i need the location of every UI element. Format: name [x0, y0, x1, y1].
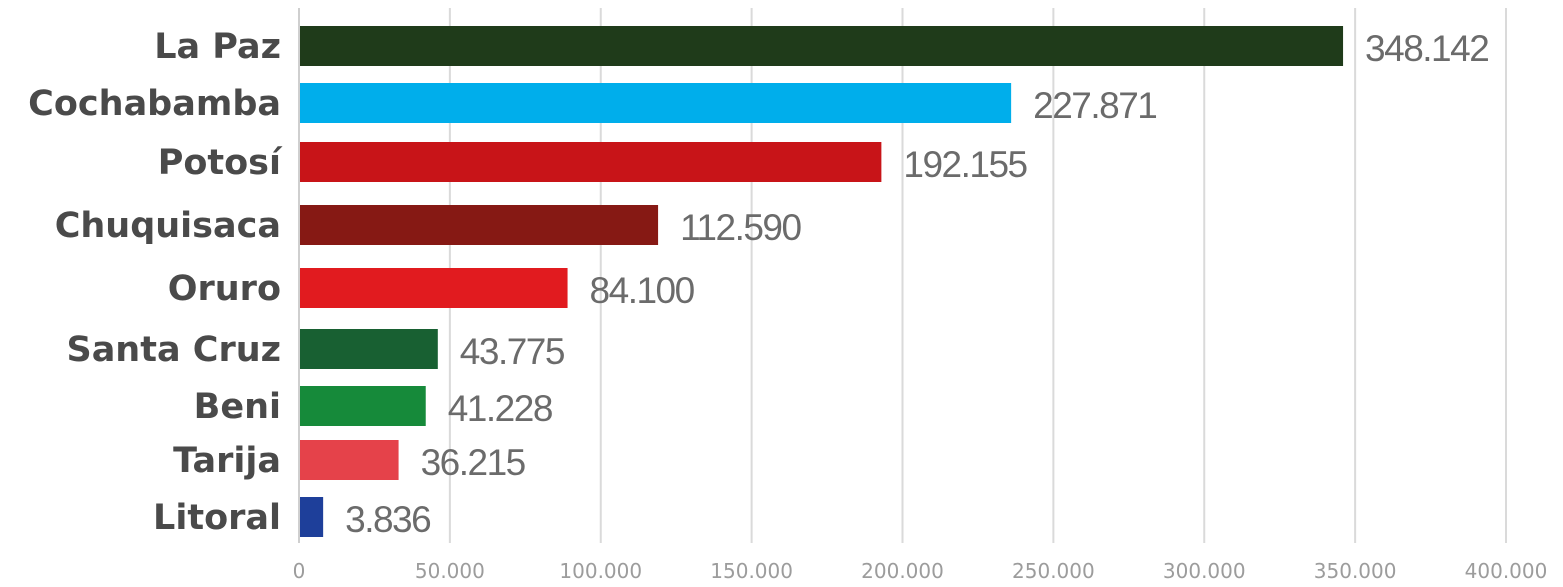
x-tick-label: 150.000 [710, 559, 793, 583]
value-label: 3.836 [345, 499, 430, 540]
category-label: Tarija [173, 441, 281, 481]
x-tick-label: 250.000 [1012, 559, 1095, 583]
x-tick-label: 400.000 [1465, 559, 1548, 583]
category-label: Oruro [168, 269, 281, 309]
bar [300, 386, 426, 426]
value-label: 84.100 [590, 270, 695, 311]
category-label: Cochabamba [28, 84, 281, 124]
x-tick-label: 50.000 [415, 559, 485, 583]
x-tick-label: 350.000 [1314, 559, 1397, 583]
bars [300, 26, 1344, 537]
bar [300, 26, 1344, 66]
value-label: 43.775 [460, 331, 565, 372]
x-tick-label: 200.000 [861, 559, 944, 583]
category-label: Potosí [158, 143, 283, 183]
bar [300, 142, 882, 182]
x-axis-tick-labels: 0 50.000 100.000 150.000 200.000 250.000 300.0… [293, 559, 1548, 583]
category-label: Chuquisaca [55, 206, 281, 246]
category-label: La Paz [154, 27, 281, 67]
value-label: 348.142 [1365, 28, 1488, 69]
category-label: Santa Cruz [66, 330, 281, 370]
value-label: 192.155 [903, 144, 1027, 185]
category-label: Litoral [153, 498, 281, 538]
x-tick-label: 300.000 [1163, 559, 1246, 583]
x-tick-label: 100.000 [559, 559, 642, 583]
value-label: 112.590 [680, 207, 801, 248]
category-labels: La Paz Cochabamba Potosí Chuquisaca Oruro San… [28, 27, 283, 538]
bar [300, 268, 568, 308]
value-label: 41.228 [448, 388, 552, 429]
value-label: 36.215 [421, 442, 526, 483]
value-label: 227.871 [1033, 85, 1156, 126]
bar [300, 205, 659, 245]
x-tick-label: 0 [293, 559, 306, 583]
bar [300, 329, 438, 369]
bar [300, 497, 324, 537]
bar [300, 440, 399, 480]
bar [300, 83, 1012, 123]
category-label: Beni [194, 387, 281, 427]
